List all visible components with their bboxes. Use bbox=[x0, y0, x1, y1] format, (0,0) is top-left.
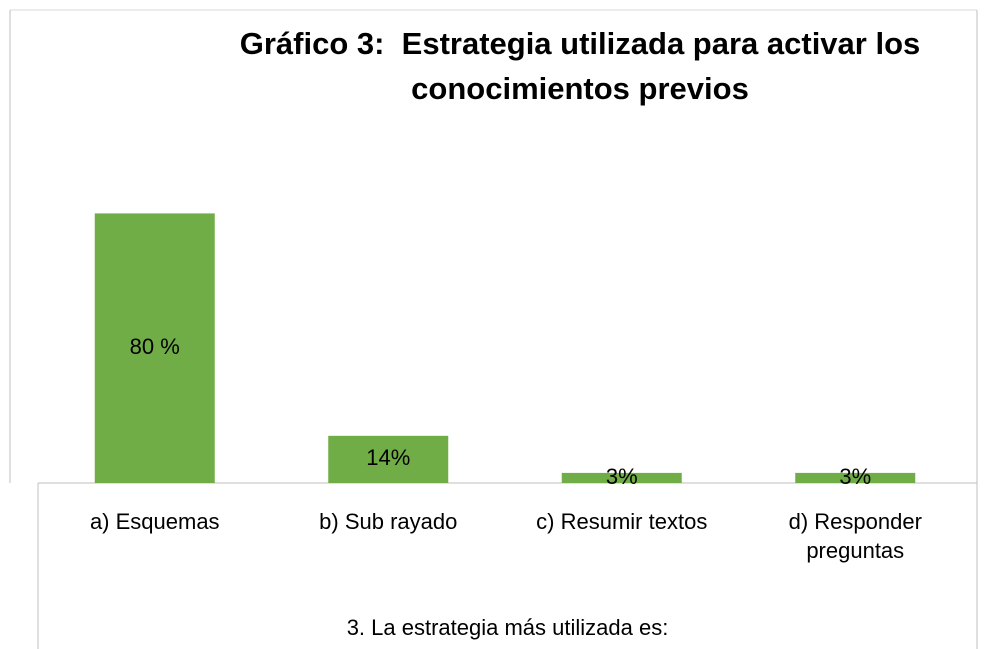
bar bbox=[328, 435, 449, 483]
data-label: 3% bbox=[839, 463, 872, 489]
data-label: 3% bbox=[605, 463, 638, 489]
bar bbox=[561, 472, 682, 483]
bar bbox=[795, 472, 916, 483]
data-label: 80 % bbox=[129, 334, 180, 360]
x-tick-label: a) Esquemas bbox=[89, 509, 220, 534]
chart-title: Gráfico 3: Estrategia utilizada para act… bbox=[239, 26, 929, 106]
data-label: 14% bbox=[366, 445, 411, 471]
x-axis-label: 3. La estrategia más utilizada es: bbox=[346, 615, 669, 640]
x-tick-label: d) Responder preguntas bbox=[788, 509, 922, 563]
x-tick-label: c) Resumir textos bbox=[536, 509, 708, 534]
bar bbox=[94, 213, 215, 483]
x-tick-label: b) Sub rayado bbox=[319, 509, 458, 534]
